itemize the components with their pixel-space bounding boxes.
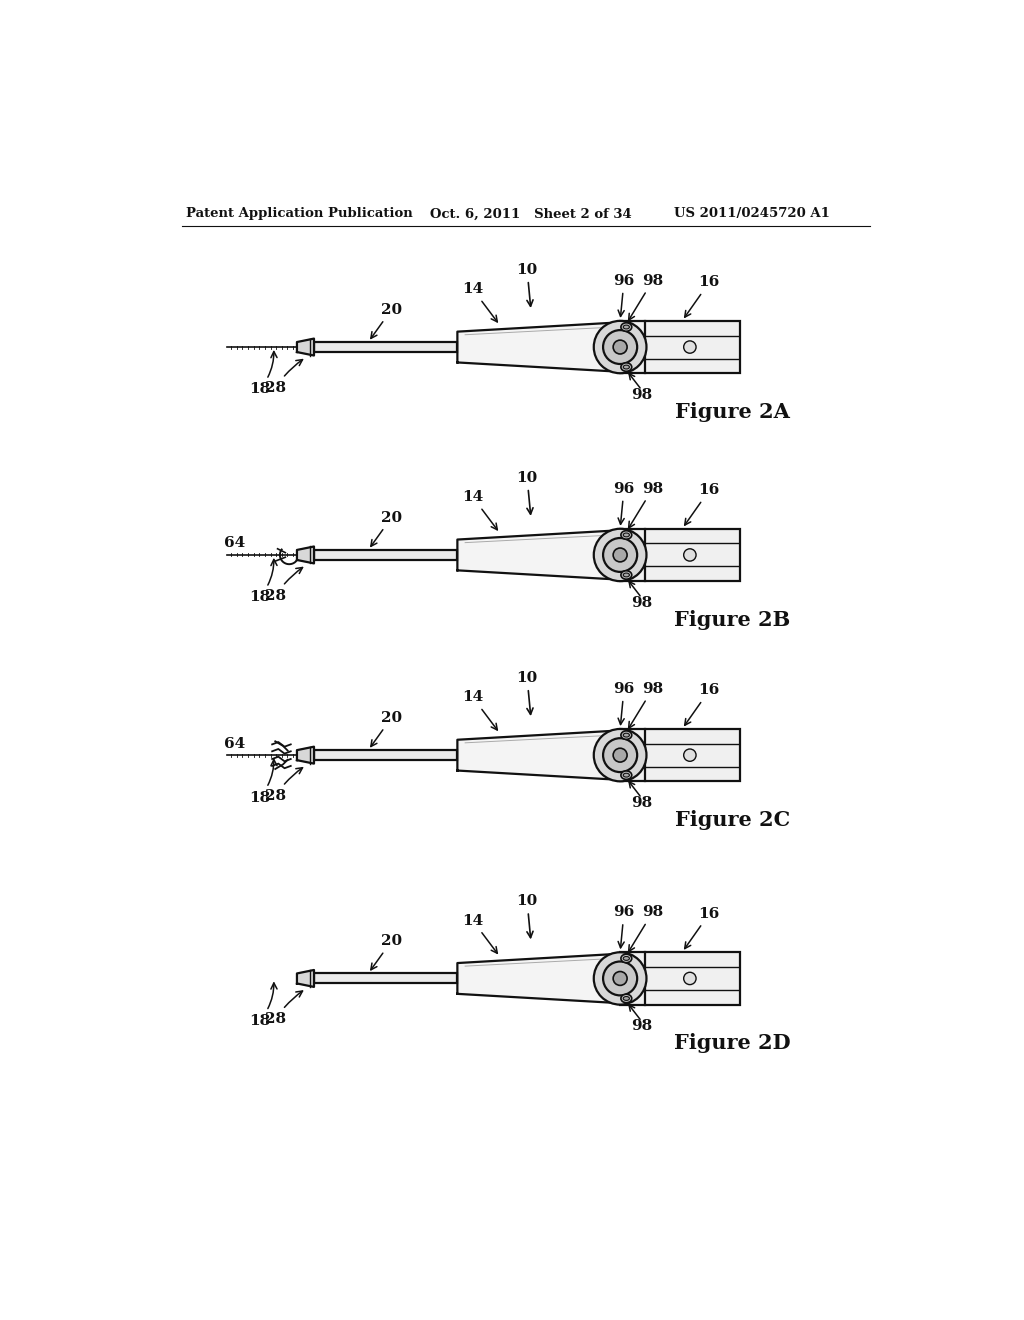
Circle shape xyxy=(613,341,627,354)
Text: 10: 10 xyxy=(516,471,538,515)
Ellipse shape xyxy=(624,325,630,329)
Text: 14: 14 xyxy=(462,690,498,730)
Text: 64: 64 xyxy=(224,737,246,751)
Text: 98: 98 xyxy=(631,1019,652,1034)
Bar xyxy=(621,529,740,581)
Polygon shape xyxy=(458,531,618,579)
Circle shape xyxy=(613,972,627,985)
Text: 98: 98 xyxy=(629,482,664,528)
Text: 96: 96 xyxy=(613,682,635,725)
Ellipse shape xyxy=(621,531,632,539)
Ellipse shape xyxy=(621,363,632,371)
Bar xyxy=(621,952,740,1005)
Text: US 2011/0245720 A1: US 2011/0245720 A1 xyxy=(675,207,830,220)
Text: 16: 16 xyxy=(685,907,720,949)
Polygon shape xyxy=(297,339,314,355)
Ellipse shape xyxy=(624,997,630,1001)
Ellipse shape xyxy=(621,731,632,739)
Ellipse shape xyxy=(621,771,632,779)
Text: 14: 14 xyxy=(462,913,498,953)
Text: 16: 16 xyxy=(685,276,720,317)
Text: 96: 96 xyxy=(613,273,635,317)
Bar xyxy=(314,550,458,560)
Ellipse shape xyxy=(621,994,632,1003)
Circle shape xyxy=(684,748,696,762)
Text: 98: 98 xyxy=(629,682,664,729)
Text: 18: 18 xyxy=(249,351,278,396)
Text: Figure 2C: Figure 2C xyxy=(675,810,791,830)
Text: 64: 64 xyxy=(224,536,246,550)
Text: 10: 10 xyxy=(516,263,538,306)
Text: 14: 14 xyxy=(462,490,498,529)
Ellipse shape xyxy=(621,570,632,579)
Ellipse shape xyxy=(624,533,630,537)
Circle shape xyxy=(603,539,637,572)
Text: Figure 2A: Figure 2A xyxy=(675,401,790,421)
Text: 18: 18 xyxy=(249,560,278,605)
Text: 18: 18 xyxy=(249,983,278,1028)
Ellipse shape xyxy=(624,366,630,370)
Circle shape xyxy=(594,729,646,781)
Circle shape xyxy=(594,529,646,581)
Text: 98: 98 xyxy=(629,906,664,952)
Text: 98: 98 xyxy=(631,595,652,610)
Text: 14: 14 xyxy=(462,282,498,322)
Bar xyxy=(621,321,740,374)
Circle shape xyxy=(613,548,627,562)
Text: 16: 16 xyxy=(685,684,720,725)
Circle shape xyxy=(684,341,696,354)
Text: 98: 98 xyxy=(631,796,652,810)
Ellipse shape xyxy=(624,774,630,777)
Text: 20: 20 xyxy=(371,511,402,546)
Text: Patent Application Publication: Patent Application Publication xyxy=(186,207,413,220)
Ellipse shape xyxy=(621,954,632,962)
Text: 28: 28 xyxy=(264,768,302,803)
Circle shape xyxy=(603,961,637,995)
Text: 28: 28 xyxy=(264,359,302,395)
Polygon shape xyxy=(297,546,314,564)
Text: 28: 28 xyxy=(264,991,302,1026)
Text: 96: 96 xyxy=(613,906,635,948)
Text: 10: 10 xyxy=(516,895,538,937)
Bar xyxy=(314,973,458,983)
Ellipse shape xyxy=(621,323,632,331)
Text: 20: 20 xyxy=(371,935,402,970)
Circle shape xyxy=(684,973,696,985)
Bar xyxy=(314,342,458,352)
Ellipse shape xyxy=(624,733,630,737)
Circle shape xyxy=(603,330,637,364)
Polygon shape xyxy=(297,747,314,763)
Text: 10: 10 xyxy=(516,671,538,714)
Circle shape xyxy=(684,549,696,561)
Circle shape xyxy=(603,738,637,772)
Polygon shape xyxy=(458,954,618,1003)
Circle shape xyxy=(594,952,646,1005)
Text: 96: 96 xyxy=(613,482,635,524)
Text: 20: 20 xyxy=(371,710,402,747)
Text: 28: 28 xyxy=(264,568,302,603)
Bar xyxy=(621,729,740,781)
Ellipse shape xyxy=(624,573,630,577)
Polygon shape xyxy=(458,322,618,372)
Text: 18: 18 xyxy=(249,759,278,804)
Text: Oct. 6, 2011   Sheet 2 of 34: Oct. 6, 2011 Sheet 2 of 34 xyxy=(430,207,632,220)
Text: 98: 98 xyxy=(631,388,652,401)
Polygon shape xyxy=(458,730,618,780)
Circle shape xyxy=(613,748,627,762)
Polygon shape xyxy=(297,970,314,987)
Ellipse shape xyxy=(624,957,630,961)
Text: 98: 98 xyxy=(629,273,664,321)
Circle shape xyxy=(594,321,646,374)
Text: 20: 20 xyxy=(371,302,402,338)
Text: Figure 2B: Figure 2B xyxy=(675,610,791,630)
Text: 16: 16 xyxy=(685,483,720,525)
Bar xyxy=(314,750,458,760)
Text: Figure 2D: Figure 2D xyxy=(674,1034,791,1053)
